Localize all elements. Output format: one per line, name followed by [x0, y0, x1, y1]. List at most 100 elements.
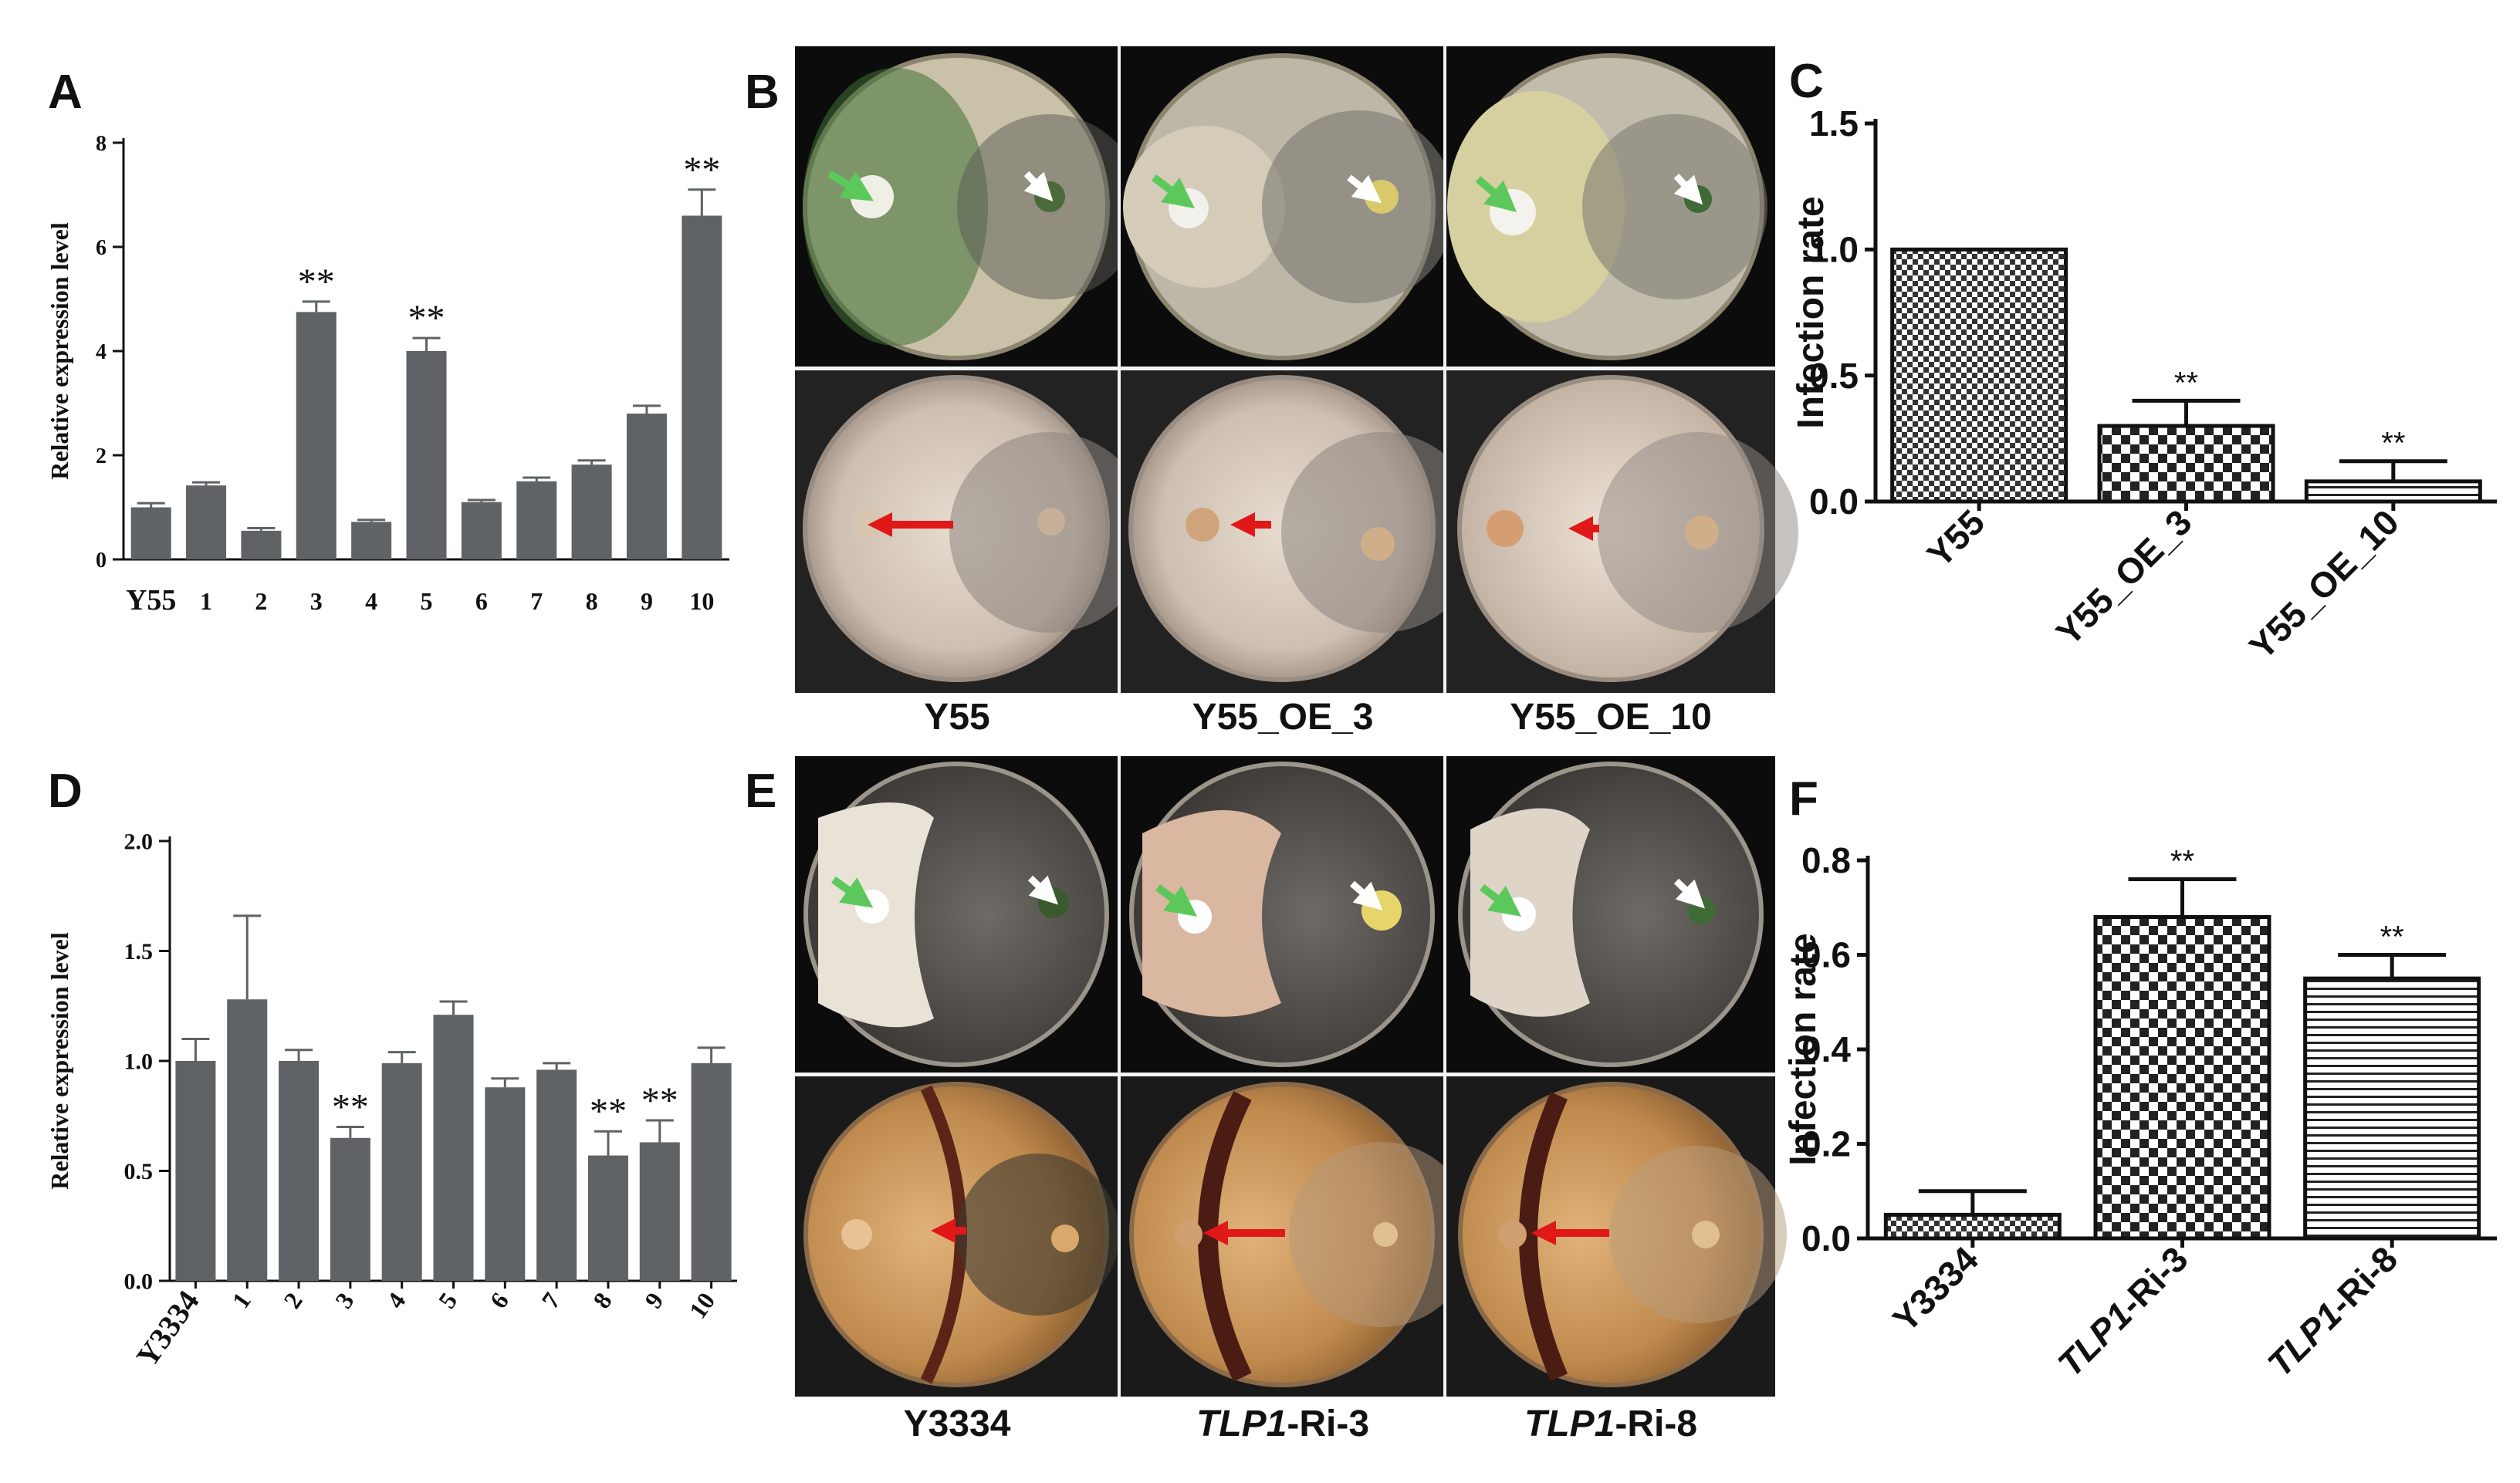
bar	[2303, 976, 2481, 1241]
chart-f: 0.0 0.2 0.4 0.6 0.8 Infection rate Y3334 ** TLP1…	[1783, 840, 2497, 1384]
x-tick-label: 7	[530, 587, 543, 615]
panel-letter-d: D	[48, 765, 83, 818]
x-tick-label: 2	[278, 1287, 308, 1313]
green-arrow-icon	[827, 170, 874, 201]
bar	[296, 312, 337, 559]
photo-panel-e	[795, 756, 1787, 1397]
bar	[2093, 915, 2271, 1241]
bar	[485, 1087, 526, 1281]
x-tick-label: Y55_OE_10	[2241, 502, 2407, 667]
plate-e-ri3-top	[1121, 756, 1443, 1073]
white-arrow-icon	[1027, 875, 1059, 905]
green-arrow-icon	[1155, 883, 1198, 917]
chart-d: 0.0 0.5 1.0 1.5 2.0 Relative expression level…	[46, 829, 737, 1373]
plate-b-oe3-top	[1121, 46, 1455, 367]
y-tick-label: 0.0	[1801, 1218, 1851, 1258]
x-tick-label: TLP1-Ri-3	[2050, 1238, 2196, 1384]
x-tick-label: 8	[587, 1287, 617, 1313]
green-arrow-icon	[1151, 174, 1195, 209]
x-tick-label: 1	[226, 1287, 256, 1313]
panel-letter-c: C	[1789, 55, 1824, 108]
y-tick-label: 0.0	[124, 1269, 154, 1295]
photo-panel-b	[795, 46, 1798, 693]
significance-label: **	[2170, 845, 2194, 879]
x-tick-label: Y55	[1920, 502, 1993, 575]
y-tick-label: 4	[96, 340, 107, 364]
x-tick-label: 4	[381, 1287, 411, 1313]
x-tick-label: Y55_OE_3	[2048, 502, 2200, 653]
bar	[536, 1069, 577, 1281]
y-tick-label: 0.0	[1809, 481, 1859, 522]
plate-b-oe3-bottom	[1121, 370, 1482, 693]
bar	[227, 999, 268, 1281]
bar	[175, 1061, 216, 1281]
significance-label: **	[590, 1091, 627, 1132]
x-tick-label: Y55	[126, 584, 176, 617]
white-arrow-icon	[1347, 174, 1382, 204]
photo-label-e-3: TLP1-Ri-8	[1449, 1403, 1773, 1445]
bar	[433, 1015, 474, 1281]
y-tick-label: 1.0	[1809, 229, 1859, 269]
bar	[1883, 1212, 2062, 1241]
significance-label: **	[2380, 921, 2404, 954]
y-tick-label: 0.5	[1809, 356, 1859, 396]
bar	[626, 414, 667, 559]
bar	[1890, 247, 2068, 504]
significance-label: **	[2174, 366, 2198, 400]
bar	[186, 485, 227, 559]
x-tick-label: TLP1-Ri-8	[2260, 1238, 2406, 1384]
y-axis-label: Infection rate	[1791, 196, 1832, 428]
white-arrow-icon	[1350, 880, 1383, 910]
white-arrow-icon	[1023, 171, 1054, 202]
chart-c: 0.0 0.5 1.0 1.5 Infection rate Y55 ** Y55_OE_3 *…	[1791, 103, 2497, 667]
chart-a: 0 2 4 6 8 Relative expression level Y55 1 2 ** 3 4 *…	[46, 132, 729, 617]
green-arrow-icon	[1480, 883, 1522, 917]
x-tick-label: 4	[365, 587, 377, 615]
x-tick-label: 9	[639, 1287, 669, 1313]
bar	[639, 1142, 680, 1281]
bar	[2304, 479, 2482, 504]
x-tick-label: 6	[475, 587, 488, 615]
plate-e-ri8-top	[1446, 756, 1775, 1073]
x-tick-label: 7	[536, 1287, 566, 1313]
plate-e-ri8-bottom	[1446, 1076, 1787, 1397]
bar	[691, 1062, 732, 1281]
y-tick-label: 0.8	[1801, 840, 1851, 880]
plate-b-y55-bottom	[795, 370, 1150, 693]
bar	[571, 464, 612, 559]
plate-e-y3334-top	[795, 756, 1118, 1073]
y-tick-label: 1.5	[1809, 103, 1859, 144]
significance-label: **	[298, 262, 335, 302]
y-tick-label: 6	[96, 236, 107, 260]
x-tick-label: 10	[689, 587, 714, 615]
x-tick-label: 9	[641, 587, 653, 615]
bar	[587, 1155, 628, 1281]
photo-label-e-2: TLP1-Ri-3	[1121, 1403, 1445, 1445]
bar	[241, 530, 282, 559]
x-tick-label: 5	[433, 1287, 463, 1313]
bar	[351, 522, 392, 559]
x-tick-label: 10	[683, 1287, 720, 1323]
y-tick-label: 0.4	[1801, 1029, 1851, 1069]
green-arrow-icon	[1475, 176, 1517, 213]
photo-label-e-2-italic: TLP1	[1196, 1404, 1287, 1444]
panel-letter-e: E	[745, 765, 777, 818]
y-tick-label: 8	[96, 132, 107, 156]
bar	[461, 502, 502, 559]
y-axis-label: Relative expression level	[46, 222, 73, 480]
white-arrow-icon	[1673, 878, 1705, 909]
photo-label-e-3-italic: TLP1	[1524, 1404, 1615, 1444]
plate-b-y55-top	[795, 46, 1142, 367]
y-tick-label: 0.6	[1801, 935, 1851, 975]
y-tick-label: 1.5	[124, 939, 154, 964]
bar	[682, 215, 722, 559]
y-tick-label: 0.2	[1801, 1124, 1851, 1164]
y-tick-label: 2	[96, 444, 107, 468]
x-tick-label: 5	[421, 587, 433, 615]
y-axis-label: Relative expression level	[46, 932, 73, 1190]
plate-e-ri3-bottom	[1121, 1076, 1474, 1397]
plate-b-oe10-bottom	[1446, 370, 1798, 693]
significance-label: **	[2381, 427, 2405, 461]
photo-label-e-1: Y3334	[795, 1403, 1119, 1445]
